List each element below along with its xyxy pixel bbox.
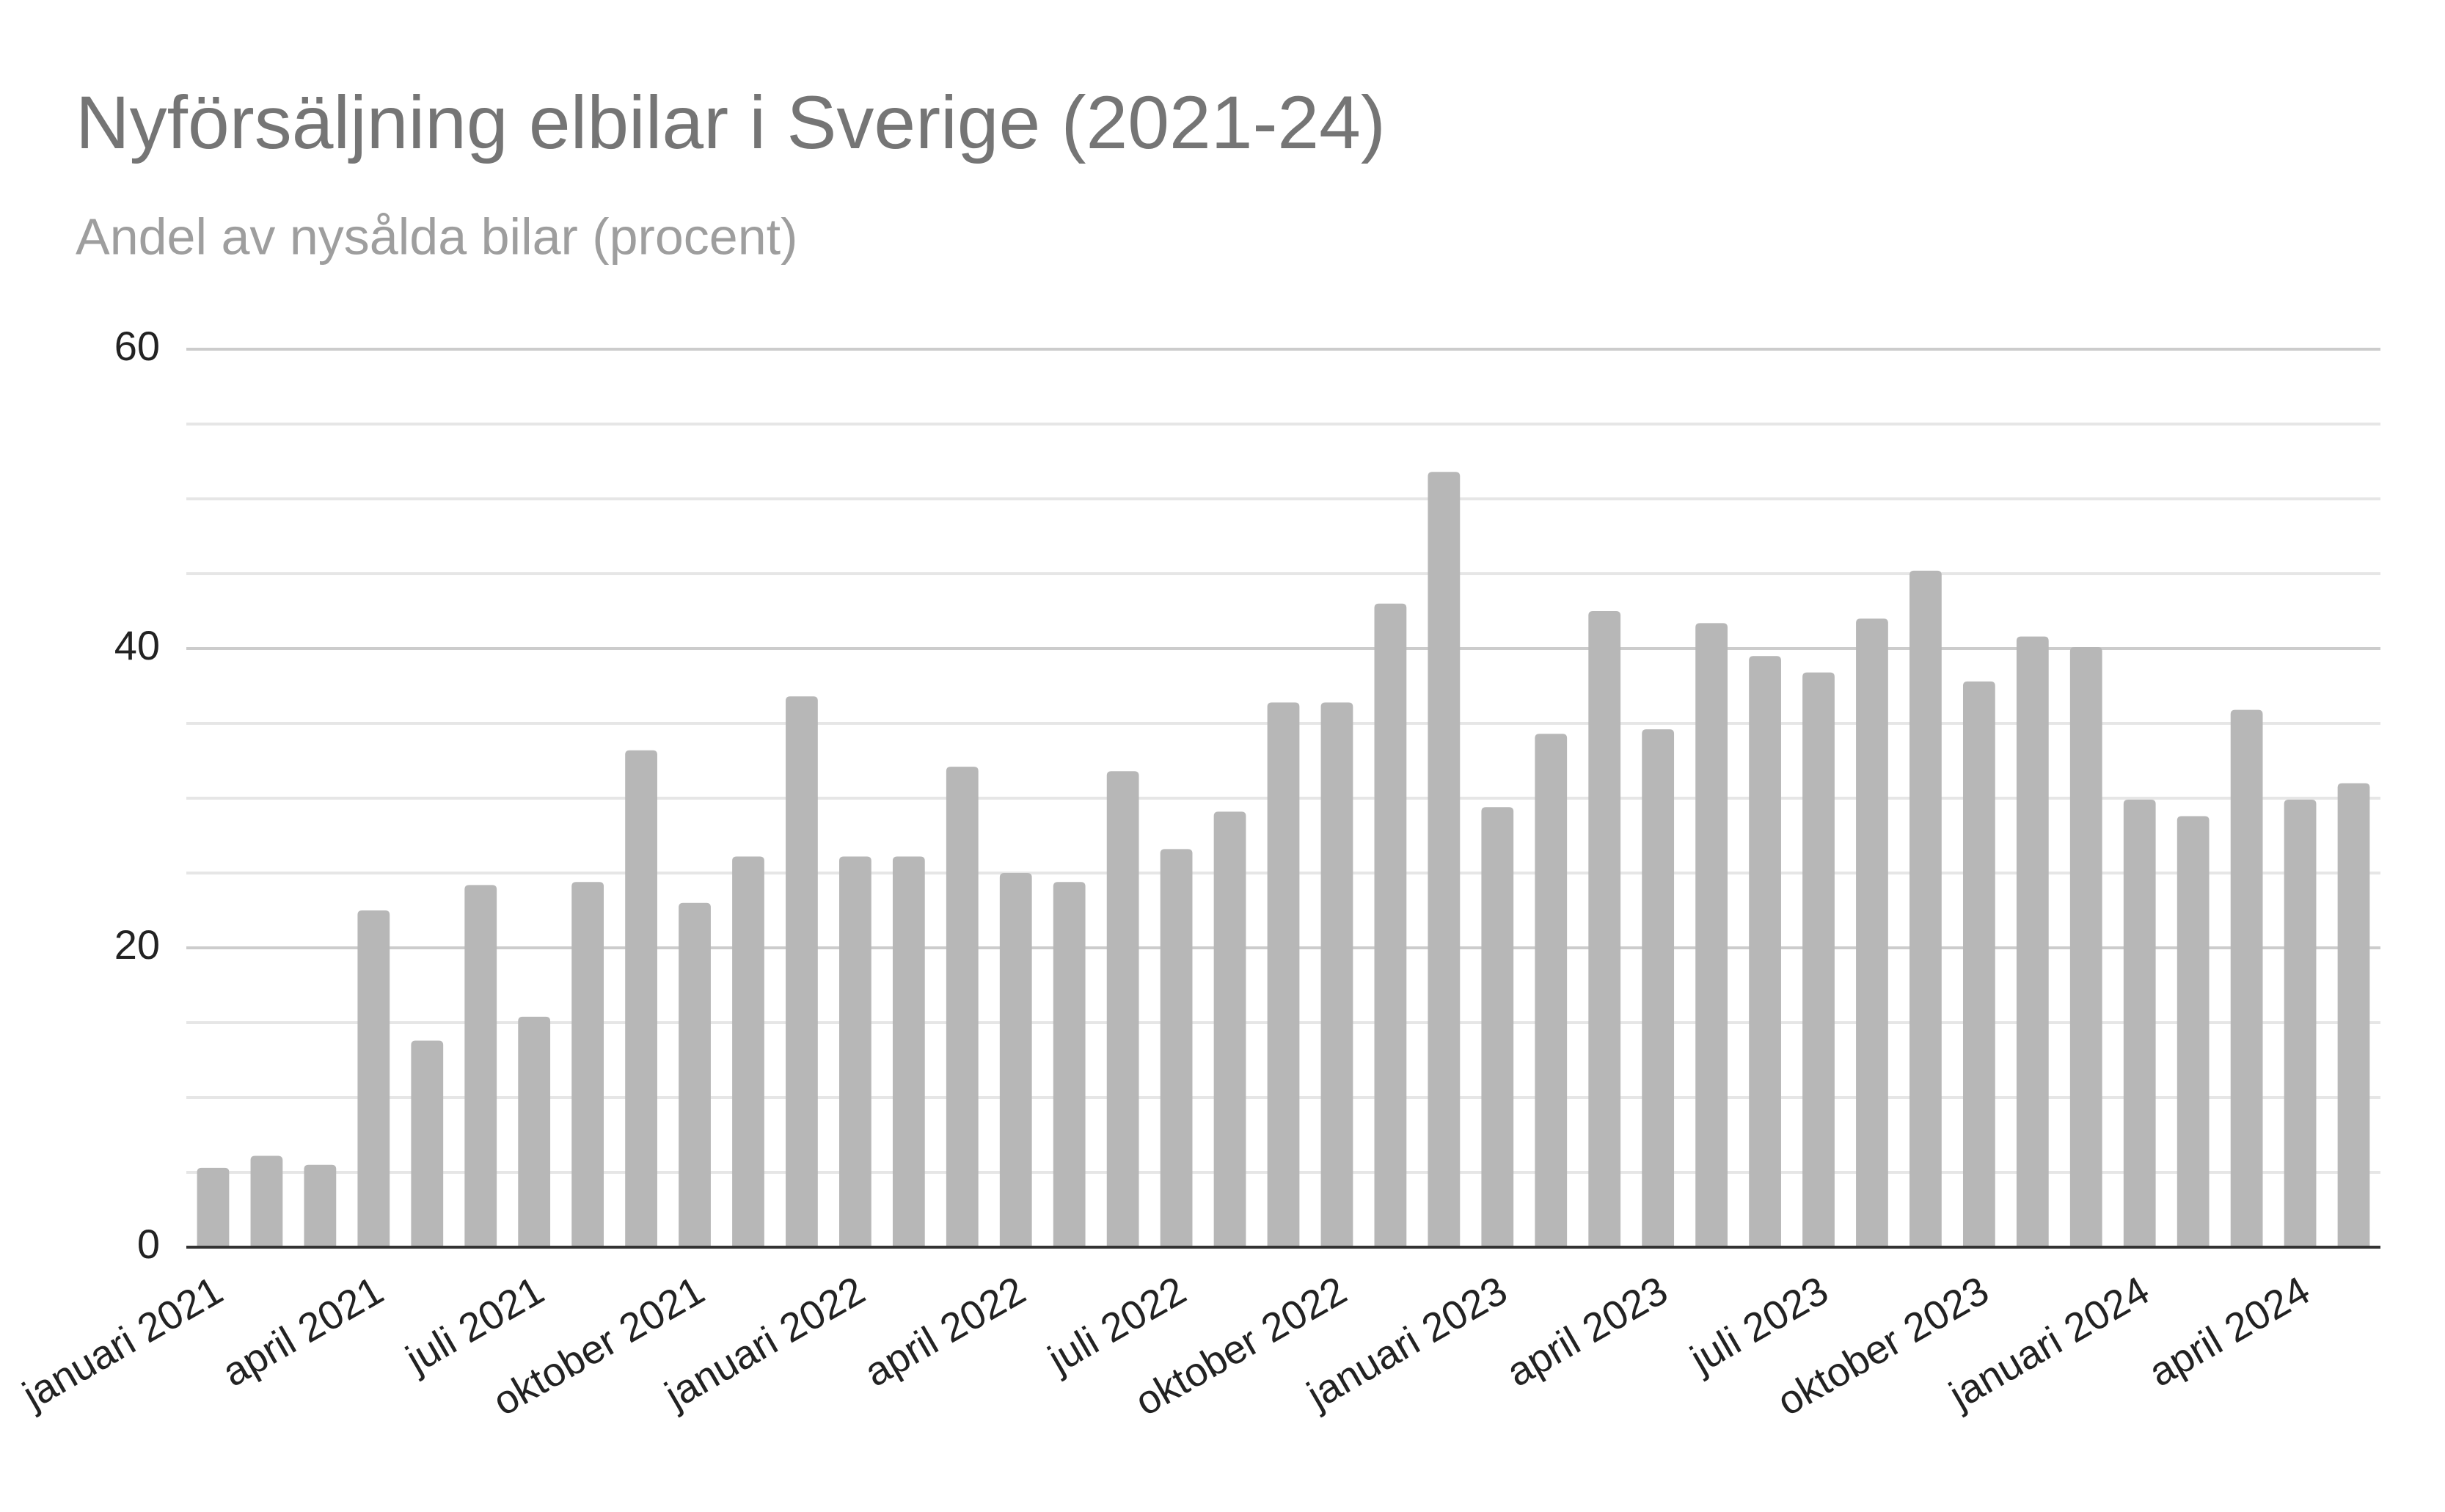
bar (464, 885, 497, 1247)
bar (1695, 623, 1728, 1247)
bar (1106, 771, 1139, 1247)
bar (571, 882, 604, 1247)
bar (304, 1164, 337, 1247)
bar (1053, 882, 1086, 1247)
chart-subtitle: Andel av nysålda bilar (procent) (76, 208, 797, 265)
bar (1962, 681, 1995, 1247)
bar (999, 873, 1032, 1247)
bar (839, 856, 871, 1247)
bar (1428, 472, 1461, 1247)
bar (411, 1040, 444, 1247)
bar (518, 1016, 551, 1247)
y-tick-label: 40 (114, 622, 160, 668)
bar (2177, 816, 2210, 1247)
bar (2337, 783, 2370, 1247)
bar (2284, 800, 2317, 1247)
bar (1588, 611, 1621, 1247)
bar (625, 750, 657, 1247)
bar (1213, 811, 1246, 1247)
y-tick-label: 0 (137, 1221, 160, 1267)
y-tick-label: 60 (114, 323, 160, 369)
bar (786, 696, 818, 1247)
bar (250, 1155, 283, 1247)
bar (1802, 672, 1835, 1247)
bar (1535, 734, 1568, 1247)
bar (892, 856, 925, 1247)
bar (357, 910, 390, 1247)
bar (1481, 807, 1514, 1247)
bar (2123, 800, 2156, 1247)
bar (1160, 849, 1193, 1247)
y-tick-label: 20 (114, 921, 160, 968)
bar (1749, 656, 1781, 1247)
bar (1909, 570, 1942, 1247)
bar (1267, 702, 1300, 1247)
chart-title: Nyförsäljning elbilar i Sverige (2021-24… (76, 81, 1386, 164)
bar (1856, 618, 1888, 1247)
bar (1320, 702, 1353, 1247)
bar (946, 767, 979, 1247)
bar (2230, 709, 2263, 1247)
bar (1374, 603, 1407, 1247)
bar (1642, 729, 1675, 1247)
bar (732, 856, 764, 1247)
bar (2016, 636, 2049, 1247)
bar (2069, 646, 2102, 1247)
bar (197, 1167, 230, 1247)
bar (679, 902, 711, 1247)
